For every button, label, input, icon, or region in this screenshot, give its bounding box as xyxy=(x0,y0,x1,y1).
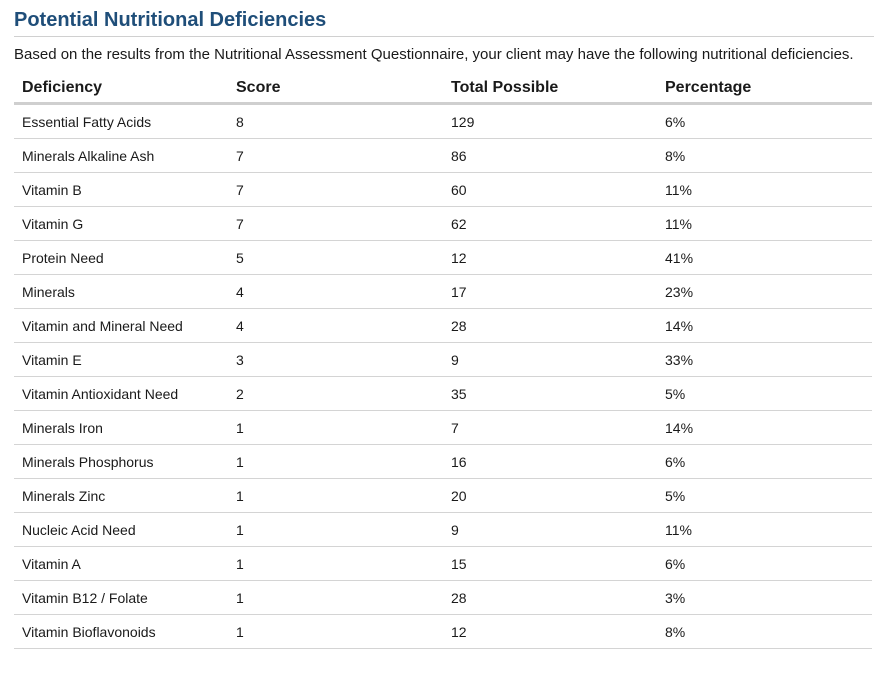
page-title: Potential Nutritional Deficiencies xyxy=(14,8,874,37)
table-row: Vitamin B 7 60 11% xyxy=(14,172,872,207)
table-row: Vitamin Bioflavonoids 1 12 8% xyxy=(14,614,872,649)
cell-score: 1 xyxy=(228,512,443,547)
table-row: Minerals Phosphorus 1 16 6% xyxy=(14,444,872,479)
cell-deficiency: Minerals Iron xyxy=(14,410,228,445)
cell-deficiency: Minerals xyxy=(14,274,228,309)
cell-total-possible: 15 xyxy=(443,546,657,581)
table-row: Vitamin and Mineral Need 4 28 14% xyxy=(14,308,872,343)
cell-total-possible: 16 xyxy=(443,444,657,479)
cell-percentage: 41% xyxy=(657,240,872,275)
cell-score: 2 xyxy=(228,376,443,411)
cell-score: 1 xyxy=(228,410,443,445)
cell-deficiency: Vitamin E xyxy=(14,342,228,377)
cell-total-possible: 9 xyxy=(443,342,657,377)
cell-deficiency: Vitamin Bioflavonoids xyxy=(14,614,228,649)
cell-score: 4 xyxy=(228,274,443,309)
cell-percentage: 5% xyxy=(657,376,872,411)
cell-score: 1 xyxy=(228,444,443,479)
cell-deficiency: Minerals Alkaline Ash xyxy=(14,138,228,173)
cell-total-possible: 28 xyxy=(443,308,657,343)
cell-deficiency: Vitamin Antioxidant Need xyxy=(14,376,228,411)
cell-total-possible: 60 xyxy=(443,172,657,207)
cell-percentage: 14% xyxy=(657,308,872,343)
table-row: Minerals Iron 1 7 14% xyxy=(14,410,872,445)
column-header-percentage: Percentage xyxy=(657,77,872,105)
cell-total-possible: 7 xyxy=(443,410,657,445)
table-row: Protein Need 5 12 41% xyxy=(14,240,872,275)
column-header-score: Score xyxy=(228,77,443,105)
cell-deficiency: Nucleic Acid Need xyxy=(14,512,228,547)
cell-percentage: 8% xyxy=(657,614,872,649)
cell-percentage: 8% xyxy=(657,138,872,173)
cell-score: 1 xyxy=(228,546,443,581)
deficiency-table: Deficiency Score Total Possible Percenta… xyxy=(14,77,872,649)
table-row: Vitamin Antioxidant Need 2 35 5% xyxy=(14,376,872,411)
cell-percentage: 11% xyxy=(657,512,872,547)
cell-deficiency: Vitamin B xyxy=(14,172,228,207)
cell-total-possible: 35 xyxy=(443,376,657,411)
cell-deficiency: Minerals Zinc xyxy=(14,478,228,513)
cell-percentage: 23% xyxy=(657,274,872,309)
cell-deficiency: Protein Need xyxy=(14,240,228,275)
table-row: Vitamin G 7 62 11% xyxy=(14,206,872,241)
cell-score: 1 xyxy=(228,580,443,615)
cell-percentage: 5% xyxy=(657,478,872,513)
cell-score: 7 xyxy=(228,138,443,173)
cell-percentage: 3% xyxy=(657,580,872,615)
table-row: Minerals Alkaline Ash 7 86 8% xyxy=(14,138,872,173)
cell-percentage: 11% xyxy=(657,172,872,207)
table-row: Nucleic Acid Need 1 9 11% xyxy=(14,512,872,547)
table-row: Vitamin B12 / Folate 1 28 3% xyxy=(14,580,872,615)
cell-percentage: 14% xyxy=(657,410,872,445)
table-row: Minerals 4 17 23% xyxy=(14,274,872,309)
column-header-total-possible: Total Possible xyxy=(443,77,657,105)
cell-total-possible: 9 xyxy=(443,512,657,547)
cell-score: 1 xyxy=(228,478,443,513)
cell-score: 4 xyxy=(228,308,443,343)
cell-percentage: 33% xyxy=(657,342,872,377)
table-row: Essential Fatty Acids 8 129 6% xyxy=(14,103,872,139)
cell-total-possible: 28 xyxy=(443,580,657,615)
cell-score: 7 xyxy=(228,172,443,207)
table-row: Minerals Zinc 1 20 5% xyxy=(14,478,872,513)
cell-total-possible: 86 xyxy=(443,138,657,173)
cell-total-possible: 12 xyxy=(443,614,657,649)
page: Potential Nutritional Deficiencies Based… xyxy=(14,8,874,649)
cell-score: 7 xyxy=(228,206,443,241)
cell-total-possible: 17 xyxy=(443,274,657,309)
cell-score: 5 xyxy=(228,240,443,275)
table-row: Vitamin A 1 15 6% xyxy=(14,546,872,581)
cell-score: 8 xyxy=(228,103,443,139)
table-row: Vitamin E 3 9 33% xyxy=(14,342,872,377)
cell-deficiency: Vitamin A xyxy=(14,546,228,581)
intro-text: Based on the results from the Nutritiona… xyxy=(14,46,854,63)
cell-deficiency: Vitamin G xyxy=(14,206,228,241)
cell-percentage: 6% xyxy=(657,546,872,581)
cell-total-possible: 12 xyxy=(443,240,657,275)
cell-total-possible: 62 xyxy=(443,206,657,241)
cell-total-possible: 129 xyxy=(443,103,657,139)
table-header-row: Deficiency Score Total Possible Percenta… xyxy=(14,77,872,105)
cell-deficiency: Vitamin B12 / Folate xyxy=(14,580,228,615)
cell-deficiency: Essential Fatty Acids xyxy=(14,103,228,139)
cell-total-possible: 20 xyxy=(443,478,657,513)
cell-score: 3 xyxy=(228,342,443,377)
table-body: Essential Fatty Acids 8 129 6% Minerals Alka… xyxy=(14,103,872,649)
column-header-deficiency: Deficiency xyxy=(14,77,228,105)
cell-percentage: 11% xyxy=(657,206,872,241)
cell-deficiency: Minerals Phosphorus xyxy=(14,444,228,479)
cell-percentage: 6% xyxy=(657,444,872,479)
cell-percentage: 6% xyxy=(657,103,872,139)
cell-score: 1 xyxy=(228,614,443,649)
cell-deficiency: Vitamin and Mineral Need xyxy=(14,308,228,343)
